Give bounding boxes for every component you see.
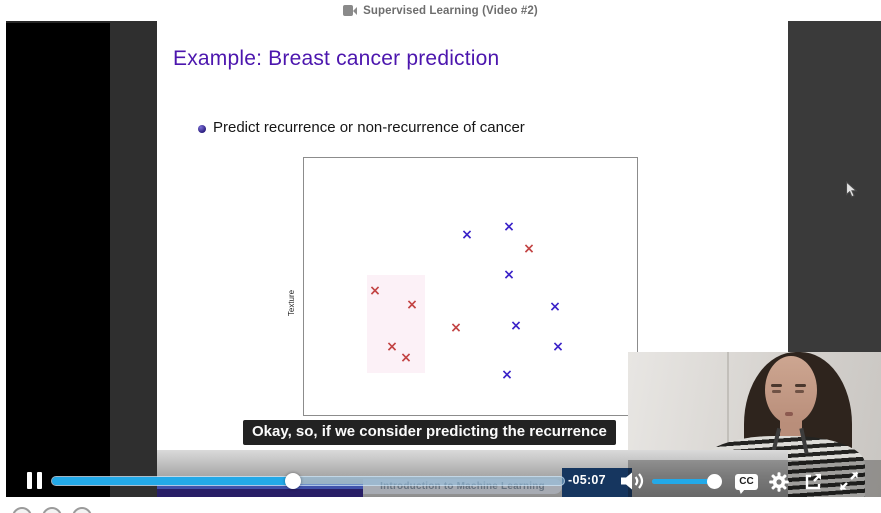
presenter-brow bbox=[771, 384, 782, 387]
inner-progress-bar bbox=[157, 484, 363, 497]
highlight-region bbox=[367, 275, 425, 373]
slide-title: Example: Breast cancer prediction bbox=[173, 47, 500, 70]
volume-icon[interactable] bbox=[619, 470, 646, 492]
seek-bar[interactable] bbox=[51, 473, 565, 489]
data-point: × bbox=[510, 318, 522, 334]
data-point: × bbox=[503, 267, 515, 283]
data-point: × bbox=[549, 299, 561, 315]
seek-fill bbox=[52, 477, 293, 485]
volume-slider[interactable] bbox=[652, 474, 722, 489]
presenter-eye bbox=[795, 390, 804, 393]
reaction-button[interactable] bbox=[42, 507, 62, 513]
scatter-plot: × × × × × × × × × × × × × bbox=[303, 157, 638, 416]
video-header: Supervised Learning (Video #2) bbox=[0, 0, 881, 21]
data-point: × bbox=[406, 297, 418, 313]
cc-tail bbox=[739, 489, 745, 494]
data-point: × bbox=[386, 339, 398, 355]
data-point: × bbox=[369, 283, 381, 299]
settings-button[interactable] bbox=[769, 472, 789, 492]
fullscreen-button[interactable] bbox=[838, 470, 860, 492]
caption-overlay: Okay, so, if we consider predicting the … bbox=[243, 420, 616, 445]
popout-button[interactable] bbox=[803, 472, 823, 492]
cc-label: CC bbox=[739, 476, 754, 487]
cc-button[interactable]: CC bbox=[735, 474, 758, 494]
plot-ylabel: Texture bbox=[287, 289, 296, 317]
data-point: × bbox=[461, 227, 473, 243]
mouse-cursor-icon bbox=[845, 181, 858, 198]
presenter-mouth bbox=[785, 412, 793, 416]
data-point: × bbox=[501, 367, 513, 383]
presenter-brow bbox=[795, 384, 806, 387]
videocam-icon bbox=[343, 5, 358, 16]
data-point: × bbox=[450, 320, 462, 336]
data-point: × bbox=[400, 350, 412, 366]
data-point: × bbox=[552, 339, 564, 355]
bullet-text: Predict recurrence or non-recurrence of … bbox=[213, 119, 525, 136]
reaction-button[interactable] bbox=[72, 507, 92, 513]
seek-handle[interactable] bbox=[284, 473, 301, 489]
inner-time-backdrop bbox=[562, 468, 632, 497]
data-point: × bbox=[523, 241, 535, 257]
bullet-icon bbox=[198, 125, 206, 133]
time-remaining: -05:07 bbox=[568, 473, 606, 487]
presenter-eye bbox=[772, 390, 781, 393]
volume-handle[interactable] bbox=[707, 474, 722, 489]
wall-line bbox=[727, 352, 729, 497]
side-panel-left bbox=[110, 21, 157, 497]
data-point: × bbox=[503, 219, 515, 235]
volume-fill bbox=[652, 479, 714, 484]
video-title: Supervised Learning (Video #2) bbox=[363, 4, 538, 17]
reaction-button[interactable] bbox=[12, 507, 32, 513]
pause-button[interactable] bbox=[27, 472, 42, 489]
